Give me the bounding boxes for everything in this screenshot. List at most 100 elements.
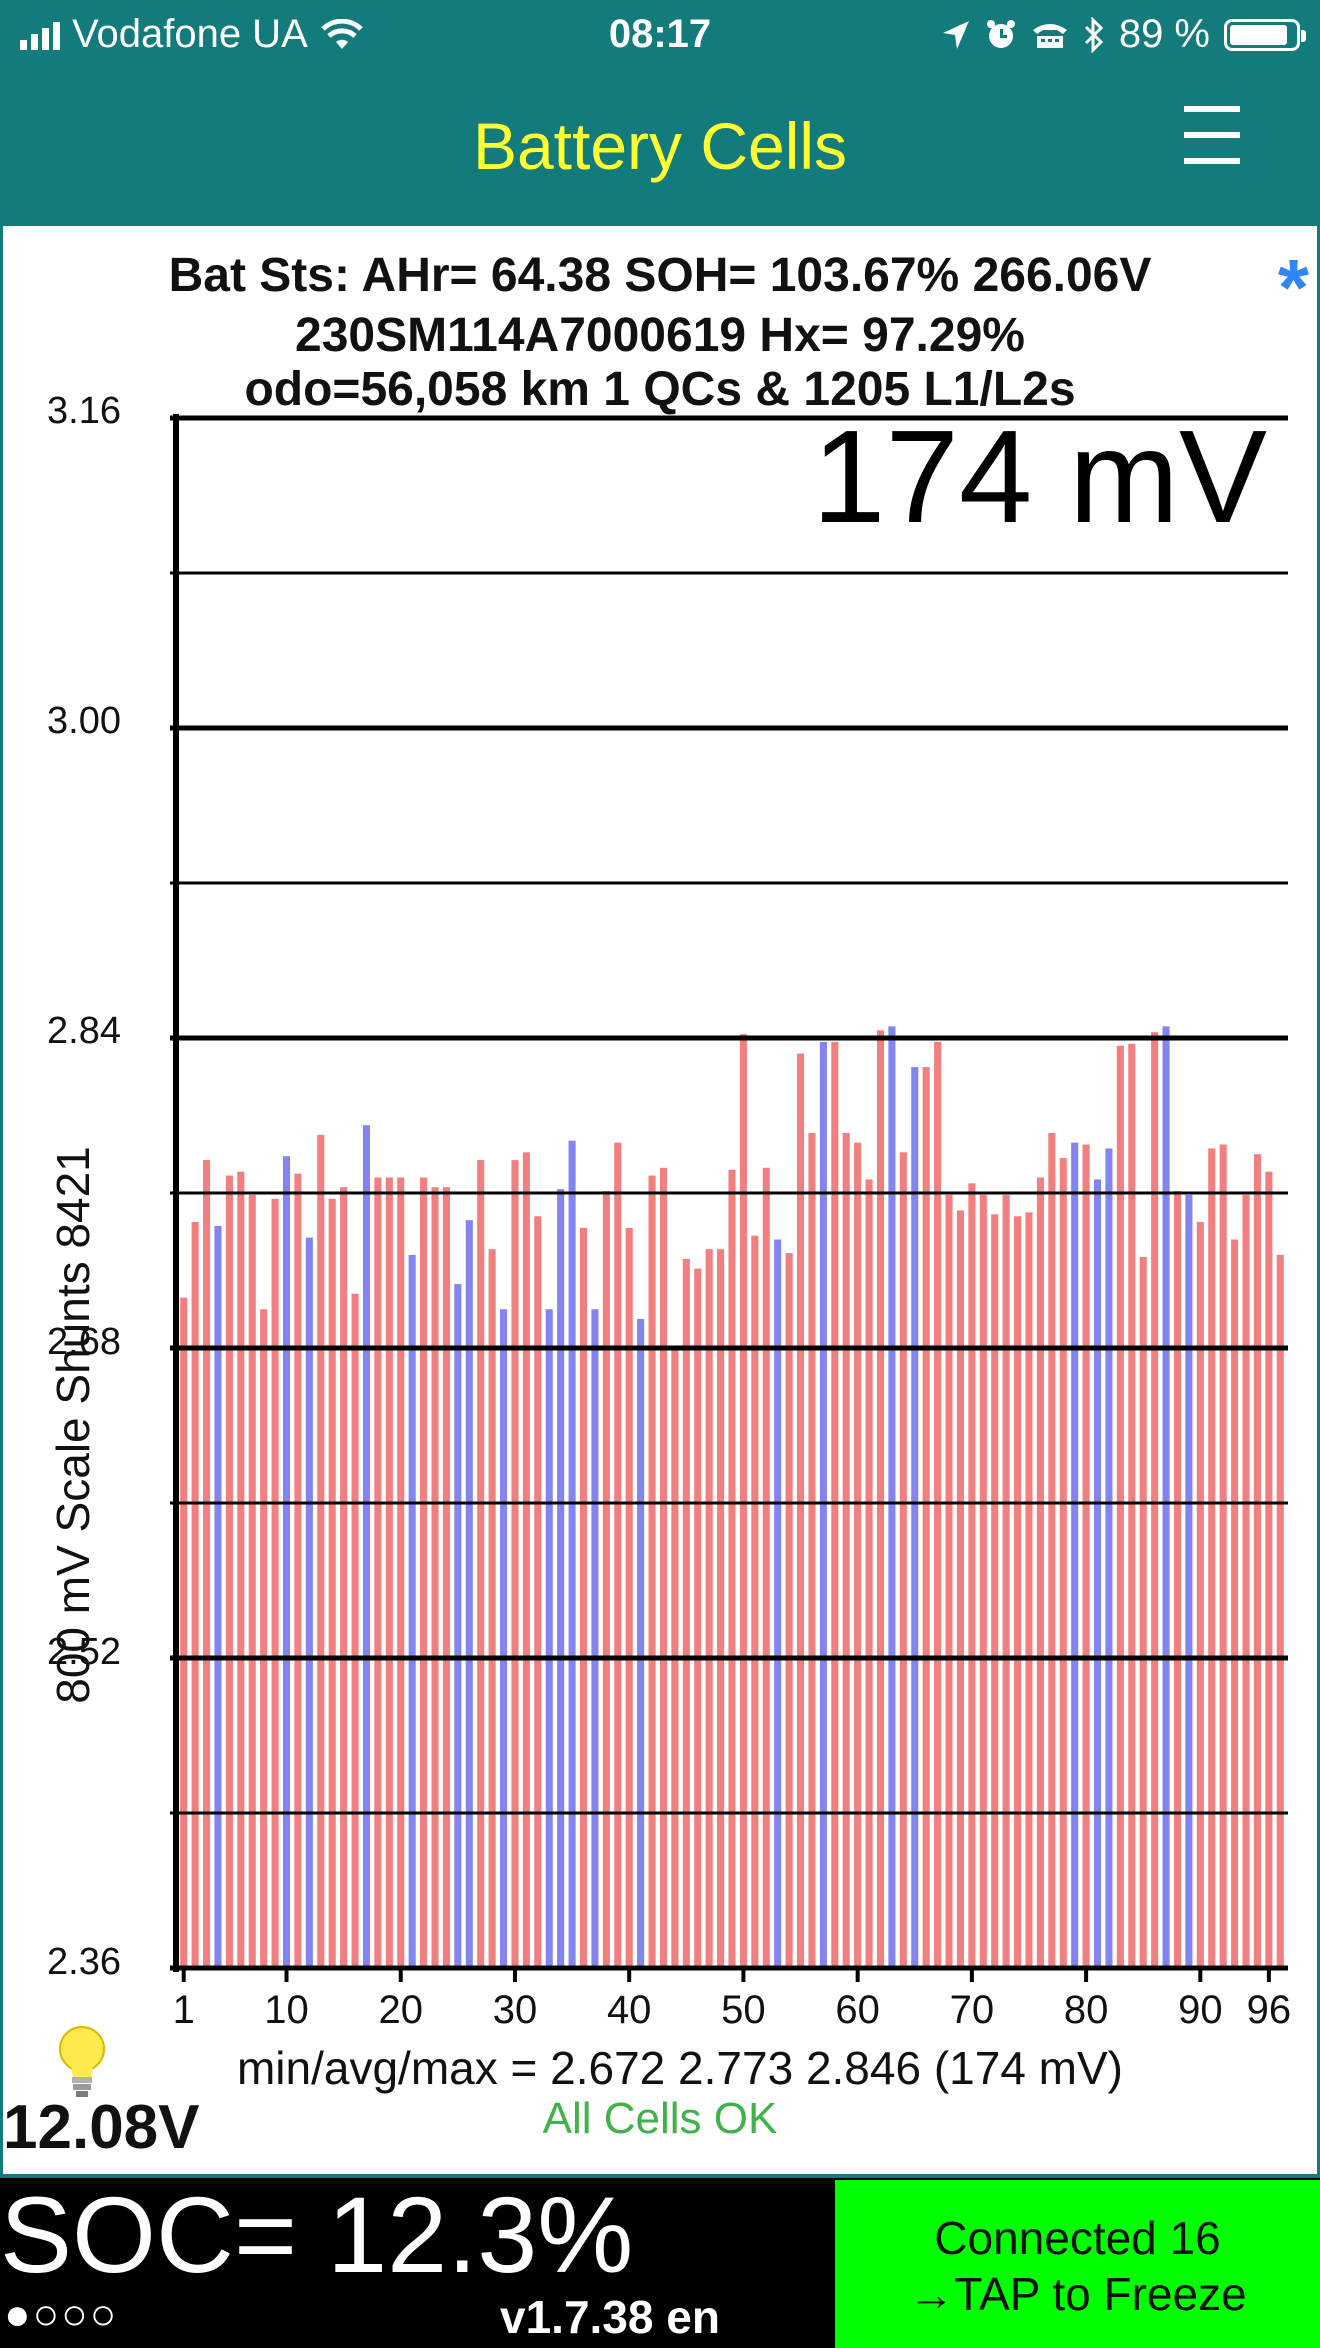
cell-bar (500, 1309, 508, 1968)
cell-bar (271, 1198, 279, 1968)
cell-bar (717, 1249, 725, 1968)
x-tick-label: 50 (721, 1988, 766, 2032)
cell-bar (682, 1258, 690, 1968)
cell-bar (522, 1152, 530, 1968)
lightbulb-icon[interactable] (55, 2023, 109, 2103)
cell-bar (956, 1210, 964, 1968)
x-tick-label: 70 (949, 1988, 995, 2032)
serial-line: 230SM114A7000619 Hx= 97.29% (295, 309, 1025, 362)
cell-bar (1059, 1158, 1067, 1968)
cell-bar (1231, 1239, 1239, 1968)
cell-bar (614, 1142, 622, 1968)
battery-fill (1230, 24, 1287, 45)
cell-bar (442, 1187, 450, 1968)
cell-bar (534, 1216, 542, 1968)
cell-bar (477, 1160, 485, 1968)
cell-bar (854, 1142, 862, 1968)
x-tick-label: 40 (606, 1988, 652, 2032)
page-title: Battery Cells (472, 109, 848, 183)
cell-bar (1139, 1256, 1147, 1968)
y-tick-label: 3.16 (47, 390, 121, 432)
page-indicator-dots[interactable]: ●○○○ (4, 2290, 119, 2339)
cell-bar (328, 1198, 336, 1968)
connected-label: Connected 16 (934, 2212, 1221, 2264)
cell-bar (214, 1225, 222, 1968)
min-avg-max-label: min/avg/max = 2.672 2.773 2.846 (174 mV) (236, 2042, 1124, 2094)
cell-bar (1025, 1212, 1033, 1968)
cell-bar (648, 1175, 656, 1968)
cell-bar (545, 1309, 553, 1968)
cell-bar (282, 1156, 291, 1968)
version-label: v1.7.38 en (500, 2291, 720, 2343)
battery-icon (1224, 18, 1306, 51)
cell-bar (899, 1152, 907, 1968)
cell-bar (1185, 1194, 1193, 1968)
cell-bar (1116, 1045, 1124, 1968)
cell-bar (591, 1309, 599, 1968)
cell-bar (934, 1041, 942, 1968)
status-time: 08:17 (608, 12, 712, 56)
cell-bar (317, 1134, 325, 1968)
cell-bar (408, 1255, 416, 1968)
cell-bar (431, 1187, 439, 1968)
y-tick-label: 2.36 (47, 1941, 121, 1983)
cell-bar (465, 1220, 473, 1968)
cell-bar (1093, 1179, 1102, 1968)
odometer-line: odo=56,058 km 1 QCs & 1205 L1/L2s (244, 363, 1076, 416)
y-tick-label: 2.52 (47, 1631, 121, 1673)
y-tick-label: 2.68 (47, 1321, 121, 1363)
cell-bar (1162, 1026, 1170, 1968)
cell-bar (385, 1177, 393, 1968)
cell-bar (1253, 1154, 1261, 1968)
cell-bar (808, 1132, 816, 1968)
cell-bar (511, 1160, 519, 1968)
cell-bar (225, 1175, 233, 1968)
status-right: 89 % (941, 12, 1306, 57)
nav-bar: Battery Cells (0, 70, 1320, 225)
signal-icon (20, 20, 60, 50)
cell-bar (1265, 1171, 1273, 1968)
location-arrow-icon (942, 20, 969, 49)
cell-bar (739, 1034, 747, 1968)
cell-bar (568, 1140, 576, 1968)
cell-bar (659, 1167, 668, 1968)
asterisk-icon[interactable]: * (1277, 243, 1309, 332)
tty-icon (1032, 23, 1067, 48)
cell-bar (1173, 1191, 1182, 1968)
aux-battery-voltage: 12.08V (3, 2093, 200, 2162)
x-tick-label: 20 (378, 1988, 423, 2032)
cell-bar (351, 1293, 359, 1968)
status-left: Vodafone UA (20, 12, 364, 57)
cell-bar (374, 1177, 382, 1968)
cell-bar (876, 1030, 885, 1968)
cell-bar (305, 1237, 313, 1968)
y-tick-label: 3.00 (47, 700, 121, 742)
menu-icon[interactable] (1184, 100, 1240, 170)
cell-bar (922, 1067, 930, 1968)
cell-bar (774, 1239, 782, 1968)
cell-bar (1196, 1222, 1204, 1968)
connection-freeze-button[interactable]: Connected 16 →TAP to Freeze (835, 2180, 1320, 2348)
battery-cells-panel[interactable]: Bat Sts: AHr= 64.38 SOH= 103.67% 266.06V… (3, 226, 1317, 2174)
cell-bar (694, 1268, 702, 1968)
cell-bar (294, 1173, 302, 1968)
cell-bar (237, 1171, 245, 1968)
cell-bar (1071, 1142, 1079, 1968)
carrier-label: Vodafone UA (72, 12, 308, 56)
cell-bar (1082, 1144, 1090, 1968)
cell-bar (420, 1177, 428, 1968)
cell-bar (842, 1132, 850, 1968)
cell-bar (180, 1297, 188, 1968)
cell-bar (203, 1160, 211, 1968)
cell-bar (397, 1177, 405, 1968)
battery-percent: 89 % (1118, 12, 1210, 56)
x-tick-label: 96 (1246, 1988, 1292, 2032)
cell-bar (831, 1041, 839, 1968)
cell-bar (1014, 1216, 1022, 1968)
cell-bar (454, 1284, 462, 1968)
cell-bar (968, 1183, 976, 1968)
cell-bar (785, 1253, 793, 1968)
cell-bar (888, 1026, 896, 1968)
bluetooth-icon (1084, 16, 1103, 53)
cell-bar (340, 1187, 348, 1968)
